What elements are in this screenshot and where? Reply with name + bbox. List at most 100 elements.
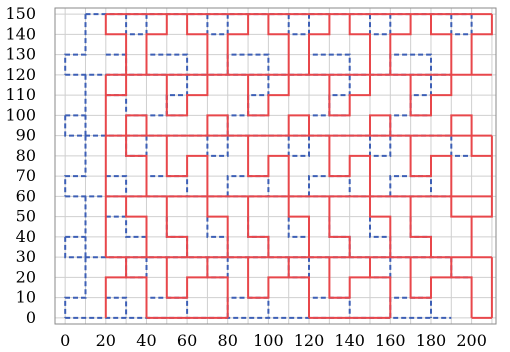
x-tick-label: 20 [96, 331, 116, 350]
series-line-segment [430, 14, 453, 75]
series-line-segment [206, 114, 229, 136]
series-line-segment [348, 14, 371, 75]
series-line-segment [287, 135, 310, 157]
y-tick-label: 10 [16, 288, 36, 307]
x-tick-label: 80 [218, 331, 238, 350]
series-line-segment [470, 14, 493, 75]
series-line-segment [409, 74, 453, 117]
y-tick-label: 0 [26, 308, 36, 327]
series-line-segment [105, 74, 128, 97]
series-line-segment [105, 296, 128, 318]
series-line-segment [186, 14, 209, 75]
series-line-segment [267, 14, 290, 75]
series-line-segment [288, 276, 310, 318]
series-line-segment [287, 196, 310, 258]
series-line-segment [206, 135, 229, 157]
y-tick-label: 50 [16, 207, 36, 226]
series-line-segment [206, 196, 229, 258]
series-line-segment [126, 276, 148, 318]
x-tick-label: 140 [334, 331, 365, 350]
series-line-segment [287, 257, 310, 279]
x-tick-label: 120 [294, 331, 325, 350]
series-line-segment [470, 196, 493, 258]
series-line-segment [64, 257, 87, 318]
series-line-segment [328, 74, 371, 117]
series-line-segment [105, 53, 128, 75]
y-tick-label: 120 [5, 65, 36, 84]
series-line-segment [125, 114, 148, 136]
series-line-segment [450, 114, 473, 136]
y-tick-label: 40 [16, 227, 36, 246]
series-line-segment [328, 135, 371, 197]
series-line-segment [287, 14, 310, 36]
y-tick-label: 150 [5, 4, 36, 23]
series-line-segment [145, 14, 168, 75]
series-line-segment [409, 196, 432, 258]
series-line-segment [247, 196, 270, 258]
series-line-segment [409, 135, 453, 197]
y-tick-label: 80 [16, 146, 36, 165]
series-line-segment [450, 257, 472, 279]
series-line-segment [451, 276, 473, 318]
series-line-segment [328, 196, 351, 258]
series-line-segment [206, 257, 229, 279]
series-line-segment [125, 257, 148, 279]
series-line-segment [226, 14, 250, 75]
y-tick-label: 90 [16, 126, 36, 145]
y-tick-label: 130 [5, 45, 36, 64]
y-tick-label: 100 [5, 105, 36, 124]
y-tick-label: 110 [5, 85, 36, 104]
series-line-segment [409, 257, 453, 299]
series-line-segment [64, 236, 452, 259]
series-line-segment [64, 135, 87, 197]
series-line-segment [328, 95, 350, 117]
y-tick-label: 140 [5, 24, 36, 43]
y-tick-label: 70 [16, 166, 36, 185]
series-line-segment [165, 196, 189, 258]
series-line-segment [125, 196, 148, 258]
series-line-segment [369, 257, 392, 279]
series-line-segment [206, 14, 229, 36]
series-line-segment [105, 175, 128, 197]
series-line-segment [64, 14, 87, 75]
series-line-segment [247, 135, 290, 197]
x-tick-label: 0 [60, 331, 70, 350]
series-line-segment [450, 135, 472, 157]
series-line-segment [125, 135, 148, 157]
x-tick-label: 100 [253, 331, 284, 350]
series-line-segment [369, 135, 392, 157]
series-line-segment [247, 74, 290, 117]
x-tick-label: 180 [416, 331, 447, 350]
series-line-segment [125, 135, 148, 197]
series-line-segment [287, 114, 310, 136]
series-line-segment [389, 14, 412, 75]
series-line-segment [450, 14, 473, 36]
x-tick-label: 200 [456, 331, 487, 350]
series-layer [64, 13, 493, 319]
y-tick-label: 60 [16, 186, 36, 205]
x-tick-label: 60 [177, 331, 197, 350]
series-line-segment [104, 14, 128, 75]
series-line-segment [369, 14, 392, 36]
series-line-segment [165, 74, 209, 117]
series-line-segment [369, 196, 392, 258]
series-line-segment [328, 257, 371, 299]
series-line-segment [104, 257, 128, 318]
plot-frame [54, 7, 497, 325]
series-line-segment [247, 257, 290, 299]
series-line-segment [165, 257, 209, 299]
x-tick-label: 40 [136, 331, 156, 350]
series-line-segment [470, 135, 492, 157]
y-tick-label: 30 [16, 247, 36, 266]
x-axis-ticks: 0 20 40 60 80 100 120 140 160 180 200 [60, 331, 487, 350]
series-line-segment [165, 135, 209, 197]
series-line-segment [369, 114, 392, 136]
series-line-segment [450, 196, 472, 218]
y-tick-label: 20 [16, 267, 36, 286]
series-line-segment [247, 95, 269, 117]
series-line-segment [409, 95, 431, 117]
series-line-segment [370, 276, 392, 318]
x-tick-label: 160 [375, 331, 406, 350]
